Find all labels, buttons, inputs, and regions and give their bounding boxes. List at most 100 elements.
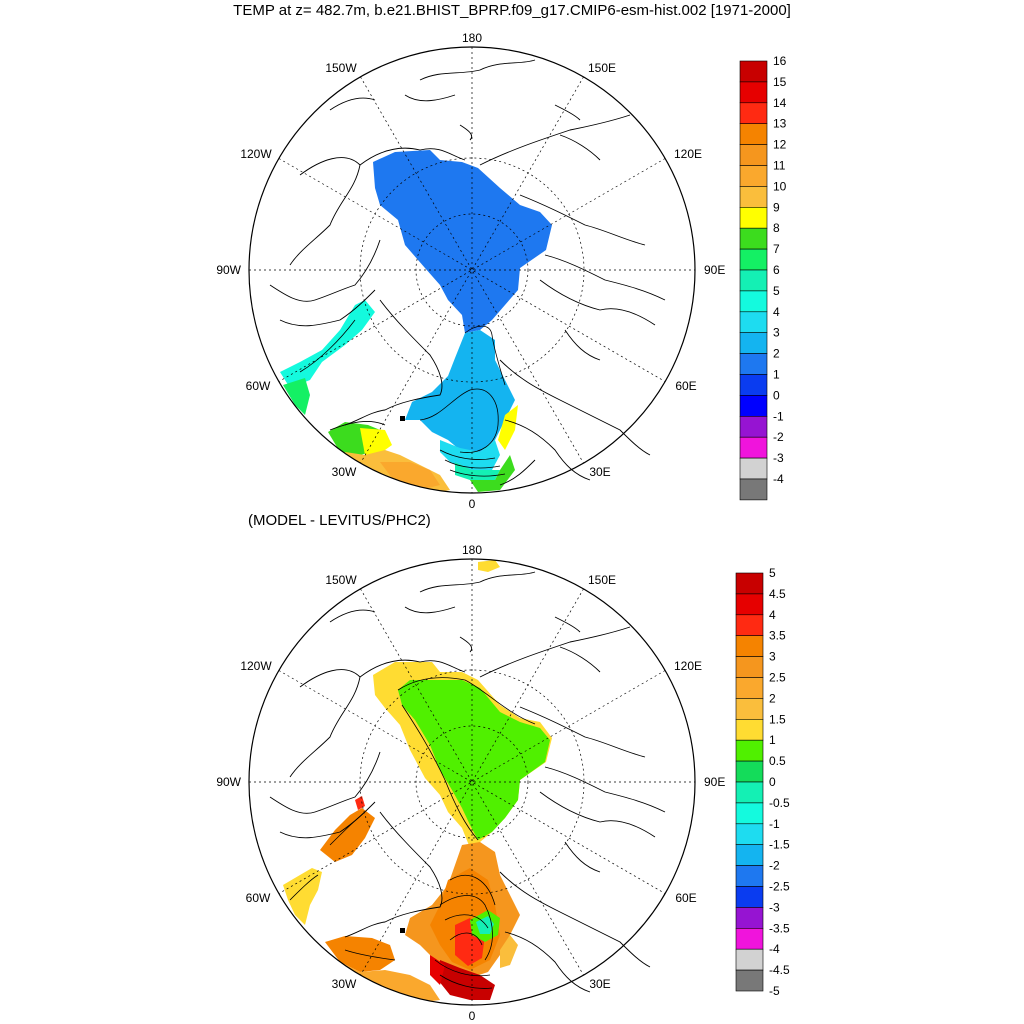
bottom-label-0: 0 bbox=[469, 1009, 476, 1023]
top-colorbar-swatch bbox=[739, 290, 768, 313]
top-colorbar-tick-label: -2 bbox=[773, 430, 784, 444]
bottom-hudson-red-fill bbox=[355, 796, 365, 810]
top-colorbar-swatch bbox=[739, 207, 768, 229]
bottom-colorbar-swatch bbox=[735, 739, 764, 762]
bottom-atlantic-red-fill bbox=[430, 955, 445, 985]
bottom-graticule bbox=[249, 559, 695, 1005]
bottom-map-boundary bbox=[248, 558, 696, 1006]
top-colorbar-tick-label: -1 bbox=[773, 409, 784, 423]
top-colorbar-tick-label: 14 bbox=[773, 96, 787, 110]
top-colorbar-tick-label: 5 bbox=[773, 284, 780, 298]
bottom-colorbar: 5 4.5 4 3.5 3 2.5 2 1.5 1 0.5 0 -0.5 -1 -1.5 -2 -2.5 -3 -… bbox=[735, 566, 790, 998]
top-colorbar-swatch bbox=[739, 60, 768, 83]
bottom-colorbar-tick-label: 1 bbox=[769, 733, 776, 747]
top-colorbar-tick-label: 12 bbox=[773, 138, 787, 152]
top-norway-warm-fill bbox=[498, 405, 518, 450]
bottom-colorbar-tick-label: 2 bbox=[769, 691, 776, 705]
bottom-colorbar-swatch bbox=[735, 572, 764, 595]
bottom-colorbar-swatch bbox=[735, 802, 764, 825]
top-colorbar-swatch bbox=[739, 436, 768, 459]
top-label-120W: 120W bbox=[240, 147, 272, 161]
bottom-colorbar-tick-label: -1 bbox=[769, 817, 780, 831]
bottom-contours bbox=[289, 677, 536, 989]
top-map-boundary bbox=[248, 46, 696, 494]
bottom-label-90E: 90E bbox=[704, 775, 725, 789]
top-colorbar-tick-label: 2 bbox=[773, 347, 780, 361]
top-temperature-field bbox=[280, 150, 552, 493]
top-label-150E: 150E bbox=[588, 61, 616, 75]
top-colorbar-tick-label: 10 bbox=[773, 179, 787, 193]
top-irminger-yellow-fill bbox=[360, 428, 392, 455]
bottom-colorbar-swatch bbox=[735, 760, 764, 783]
difference-subtitle: (MODEL - LEVITUS/PHC2) bbox=[248, 512, 431, 529]
bottom-coastlines bbox=[269, 571, 666, 993]
bottom-colorbar-tick-label: -1.5 bbox=[769, 838, 790, 852]
bottom-colorbar-swatch bbox=[735, 969, 764, 992]
bottom-colorbar-swatch bbox=[735, 927, 764, 950]
bottom-polar-map: 180 150W 150E 120W 120E 90W 90E 60W 60E … bbox=[216, 543, 725, 1023]
top-arctic-basin-fill bbox=[373, 150, 552, 333]
top-label-0: 0 bbox=[469, 497, 476, 511]
top-colorbar-swatch bbox=[739, 395, 768, 417]
top-colorbar-tick-label: 9 bbox=[773, 200, 780, 214]
bottom-label-90W: 90W bbox=[216, 775, 241, 789]
top-graticule bbox=[249, 47, 695, 493]
top-coastlines bbox=[269, 59, 666, 486]
bottom-colorbar-tick-label: -2 bbox=[769, 859, 780, 873]
bottom-colorbar-swatch bbox=[735, 635, 764, 657]
top-colorbar-swatch bbox=[739, 311, 768, 333]
bottom-colorbar-swatch bbox=[735, 886, 764, 908]
top-polar-map: 180 150W 150E 120W 120E 90W 90E 60W 60E … bbox=[216, 31, 725, 511]
bottom-colorbar-swatch bbox=[735, 948, 764, 971]
bottom-black-marker bbox=[400, 928, 405, 933]
top-label-90W: 90W bbox=[216, 263, 241, 277]
top-colorbar-tick-label: 7 bbox=[773, 242, 780, 256]
top-colorbar-tick-label: 8 bbox=[773, 221, 780, 235]
top-colorbar-swatch bbox=[739, 415, 768, 438]
top-colorbar-swatch bbox=[739, 186, 768, 208]
bottom-colorbar-tick-label: 3 bbox=[769, 650, 776, 664]
top-nordic-seas-fill bbox=[405, 330, 515, 452]
bottom-colorbar-tick-label: -5 bbox=[769, 984, 780, 998]
top-label-120E: 120E bbox=[674, 147, 702, 161]
top-colorbar-swatch bbox=[739, 374, 768, 396]
top-baffin-fill bbox=[280, 300, 375, 388]
top-colorbar-swatch bbox=[739, 144, 768, 166]
top-label-180: 180 bbox=[462, 31, 482, 45]
bottom-colorbar-tick-label: 4 bbox=[769, 608, 776, 622]
top-label-60E: 60E bbox=[675, 379, 696, 393]
top-labrador-fill bbox=[283, 378, 310, 415]
bottom-colorbar-swatch bbox=[735, 844, 764, 866]
bottom-label-120W: 120W bbox=[240, 659, 272, 673]
top-label-150W: 150W bbox=[325, 61, 357, 75]
top-north-atlantic-orange-fill bbox=[380, 462, 440, 490]
bottom-difference-field bbox=[283, 662, 552, 1005]
bottom-label-150W: 150W bbox=[325, 573, 357, 587]
bottom-bering-yellow-fill bbox=[478, 560, 500, 572]
bottom-label-60W: 60W bbox=[246, 891, 271, 905]
bottom-baffin-fill bbox=[320, 808, 375, 862]
top-colorbar-swatch bbox=[739, 332, 768, 354]
bottom-colorbar-swatch bbox=[735, 656, 764, 678]
top-colorbar-tick-label: -4 bbox=[773, 472, 784, 486]
bottom-colorbar-swatch bbox=[735, 907, 764, 929]
bottom-label-180: 180 bbox=[462, 543, 482, 557]
bottom-colorbar-tick-label: -0.5 bbox=[769, 796, 790, 810]
top-label-30W: 30W bbox=[332, 465, 357, 479]
top-colorbar-tick-label: 16 bbox=[773, 54, 787, 68]
bottom-colorbar-tick-label: -3.5 bbox=[769, 921, 790, 935]
top-black-marker bbox=[400, 416, 405, 421]
top-colorbar-tick-label: 4 bbox=[773, 305, 780, 319]
bottom-colorbar-swatch bbox=[735, 698, 764, 720]
top-colorbar-tick-label: 11 bbox=[773, 159, 786, 173]
bottom-colorbar-swatch bbox=[735, 865, 764, 887]
bottom-colorbar-tick-label: 4.5 bbox=[769, 587, 786, 601]
bottom-colorbar-tick-label: -3 bbox=[769, 900, 780, 914]
bottom-colorbar-swatch bbox=[735, 593, 764, 616]
top-colorbar-tick-label: 6 bbox=[773, 263, 780, 277]
bottom-colorbar-swatch bbox=[735, 823, 764, 845]
top-colorbar-swatch bbox=[739, 227, 768, 250]
bottom-colorbar-tick-label: 0 bbox=[769, 775, 776, 789]
